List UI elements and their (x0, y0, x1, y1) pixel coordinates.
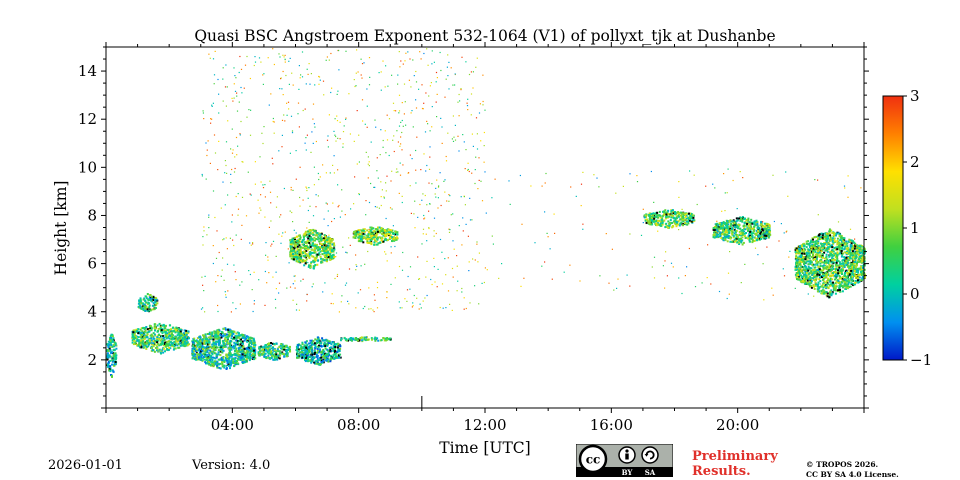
y-tick-label: 2 (87, 351, 97, 369)
chart-title: Quasi BSC Angstroem Exponent 532-1064 (V… (194, 27, 775, 45)
copyright-line-2: CC BY SA 4.0 License. (806, 470, 899, 479)
feature-mid-layer-6-7km (289, 228, 336, 270)
sa-share-icon (641, 446, 659, 464)
y-axis-label: Height [km] (52, 181, 70, 276)
feature-boundary-layer-aerosol-3 (257, 342, 292, 361)
copyright-line-1: © TROPOS 2026. (806, 460, 879, 469)
colorbar-tick-label: −1 (910, 351, 932, 369)
cc-icon (578, 444, 608, 474)
y-tick-label: 6 (87, 255, 97, 273)
colorbar-tick-label: 1 (910, 219, 920, 237)
feature-boundary-layer-aerosol-early (106, 333, 118, 378)
preliminary-line-1: Preliminary (692, 449, 778, 464)
colorbar-scale (882, 95, 904, 361)
colorbar: 3 2 1 0 −1 (882, 87, 932, 369)
x-tick-label: 04:00 (211, 416, 254, 434)
colorbar-tick-label: 0 (910, 285, 920, 303)
plot-area (106, 48, 866, 408)
feature-boundary-layer-aerosol-2 (191, 327, 257, 370)
feature-boundary-layer-aerosol-4 (295, 336, 342, 366)
cc-sa-text: SA (645, 468, 656, 477)
x-tick-label: 20:00 (716, 416, 759, 434)
date-label: 2026-01-01 (48, 458, 123, 473)
x-tick-label: 16:00 (590, 416, 633, 434)
colorbar-tick-label: 2 (910, 153, 920, 171)
feature-mid-layer-7km (352, 226, 399, 246)
preliminary-line-2: Results. (692, 464, 751, 479)
feature-thin-layer-3km (340, 336, 392, 343)
feature-elevated-layer-4km (137, 293, 159, 313)
cc-by-sa-badge[interactable]: cc BY SA (576, 444, 673, 477)
y-tick-label: 14 (78, 62, 97, 80)
preliminary-results-note: Preliminary Results. (692, 449, 778, 479)
colorbar-tick-label: 3 (910, 87, 920, 105)
y-tick-label: 10 (78, 158, 97, 176)
axes: 04:00 08:00 12:00 16:00 20:00 2 4 6 8 10 12 14 (78, 42, 869, 434)
y-tick-label: 12 (78, 110, 97, 128)
feature-boundary-layer-aerosol-1 (131, 322, 191, 355)
y-tick-label: 4 (87, 303, 97, 321)
feature-cirrus-7km (712, 216, 772, 246)
version-label: Version: 4.0 (192, 458, 271, 473)
x-tick-label: 08:00 (337, 416, 380, 434)
feature-cirrus-8km (643, 209, 696, 229)
noise-region-0 (200, 48, 486, 313)
feature-lofted-layer-late (794, 228, 866, 299)
cc-by-text: BY (622, 468, 634, 477)
x-tick-label: 12:00 (463, 416, 506, 434)
copyright-note: © TROPOS 2026. CC BY SA 4.0 License. (806, 460, 899, 480)
y-tick-label: 8 (87, 206, 97, 224)
x-axis-label: Time [UTC] (439, 439, 530, 457)
